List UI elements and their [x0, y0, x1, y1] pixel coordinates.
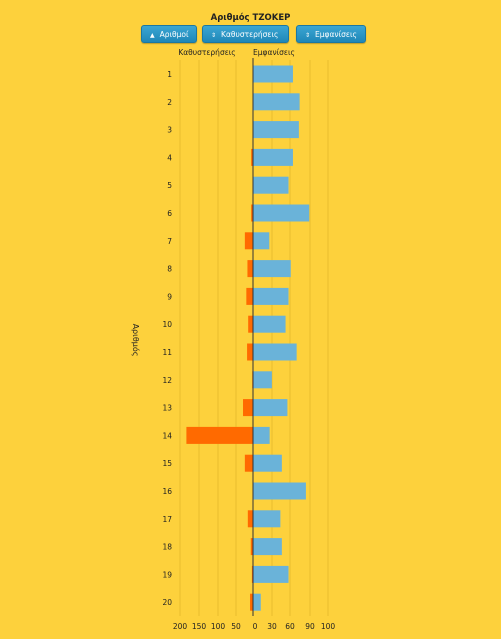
x-tick-label: 30 — [267, 622, 277, 631]
appearance-bar — [253, 426, 270, 444]
x-tick-label: 90 — [305, 622, 315, 631]
delay-bar — [247, 510, 253, 528]
appearance-bar — [253, 176, 289, 194]
appearance-bar — [253, 343, 297, 361]
delay-bar — [248, 315, 253, 333]
category-label: 19 — [162, 570, 172, 579]
sort-updown-icon: ⇕ — [211, 32, 217, 39]
appearance-bar — [253, 65, 293, 83]
delay-bar — [244, 232, 253, 250]
appearance-bar — [253, 454, 282, 472]
category-label: 11 — [162, 348, 172, 357]
appearance-bar — [253, 148, 293, 166]
delay-bar — [246, 287, 253, 305]
appearance-bar — [253, 232, 270, 250]
sort-ascending-icon: ▲ — [150, 32, 155, 39]
delay-bar — [247, 260, 253, 278]
category-label: 10 — [162, 320, 172, 329]
left-header: Καθυστερήσεις — [178, 48, 235, 57]
category-label: 16 — [162, 487, 172, 496]
sort-by-number-button[interactable]: ▲ Αριθμοί — [141, 25, 197, 43]
category-label: 5 — [167, 181, 172, 190]
right-header: Εμφανίσεις — [253, 48, 295, 57]
x-tick-label: 100 — [211, 622, 226, 631]
sort-by-appearances-label: Εμφανίσεις — [315, 30, 357, 39]
sort-by-delays-label: Καθυστερήσεις — [221, 30, 279, 39]
delay-bar — [251, 565, 253, 583]
category-label: 2 — [167, 98, 172, 107]
appearance-bar — [253, 315, 286, 333]
appearance-bar — [253, 93, 300, 111]
sort-updown-icon: ⇕ — [305, 32, 311, 39]
x-tick-label: 0 — [253, 622, 258, 631]
delay-bar — [243, 399, 253, 417]
x-tick-label: 50 — [231, 622, 241, 631]
category-label: 13 — [162, 404, 172, 413]
x-tick-label: 100 — [321, 622, 336, 631]
appearance-bar — [253, 260, 291, 278]
delay-bar — [247, 343, 253, 361]
category-label: 17 — [162, 515, 172, 524]
delay-bar — [250, 593, 253, 611]
appearance-bar — [253, 565, 289, 583]
appearance-bar — [253, 510, 281, 528]
sort-by-delays-button[interactable]: ⇕ Καθυστερήσεις — [202, 25, 289, 43]
appearance-bar — [253, 121, 299, 139]
category-label: 12 — [162, 376, 172, 385]
sort-by-appearances-button[interactable]: ⇕ Εμφανίσεις — [296, 25, 366, 43]
category-label: 3 — [167, 126, 172, 135]
appearance-bar — [253, 371, 272, 389]
category-label: 20 — [162, 598, 172, 607]
appearance-bar — [253, 204, 310, 222]
delay-bar — [251, 148, 253, 166]
page-title: Αριθμός ΤΖΟΚΕΡ — [210, 13, 291, 23]
x-tick-label: 200 — [173, 622, 188, 631]
appearance-bar — [253, 399, 288, 417]
x-tick-label: 60 — [285, 622, 295, 631]
sort-by-number-label: Αριθμοί — [159, 30, 189, 39]
category-label: 7 — [167, 237, 172, 246]
appearance-bar — [253, 538, 282, 556]
appearance-bar — [253, 593, 261, 611]
category-label: 6 — [167, 209, 172, 218]
y-axis-label: Αριθμός — [131, 324, 141, 357]
delay-bar — [250, 538, 253, 556]
category-label: 8 — [167, 265, 172, 274]
delay-bar — [251, 204, 253, 222]
category-label: 4 — [167, 153, 172, 162]
appearance-bar — [253, 482, 306, 500]
category-label: 1 — [167, 70, 172, 79]
x-tick-label: 150 — [192, 622, 207, 631]
delay-bar — [186, 426, 253, 444]
category-label: 14 — [162, 431, 172, 440]
category-label: 9 — [167, 292, 172, 301]
category-label: 18 — [162, 543, 172, 552]
appearance-bar — [253, 287, 289, 305]
category-label: 15 — [162, 459, 172, 468]
delay-bar — [244, 454, 253, 472]
